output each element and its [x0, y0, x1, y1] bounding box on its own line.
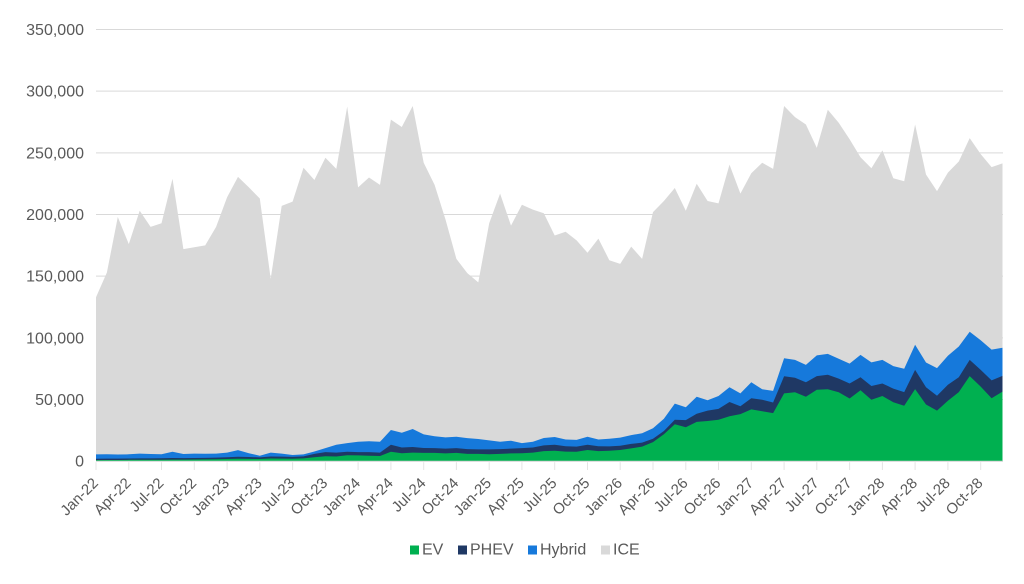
svg-text:300,000: 300,000 [26, 84, 84, 101]
svg-text:350,000: 350,000 [26, 22, 84, 39]
svg-text:Hybrid: Hybrid [540, 542, 586, 559]
svg-text:0: 0 [75, 454, 84, 471]
svg-text:50,000: 50,000 [35, 392, 84, 409]
svg-text:EV: EV [422, 542, 444, 559]
svg-text:250,000: 250,000 [26, 145, 84, 162]
svg-text:100,000: 100,000 [26, 330, 84, 347]
svg-text:PHEV: PHEV [470, 542, 514, 559]
svg-text:200,000: 200,000 [26, 207, 84, 224]
svg-text:ICE: ICE [613, 542, 640, 559]
svg-text:150,000: 150,000 [26, 269, 84, 286]
